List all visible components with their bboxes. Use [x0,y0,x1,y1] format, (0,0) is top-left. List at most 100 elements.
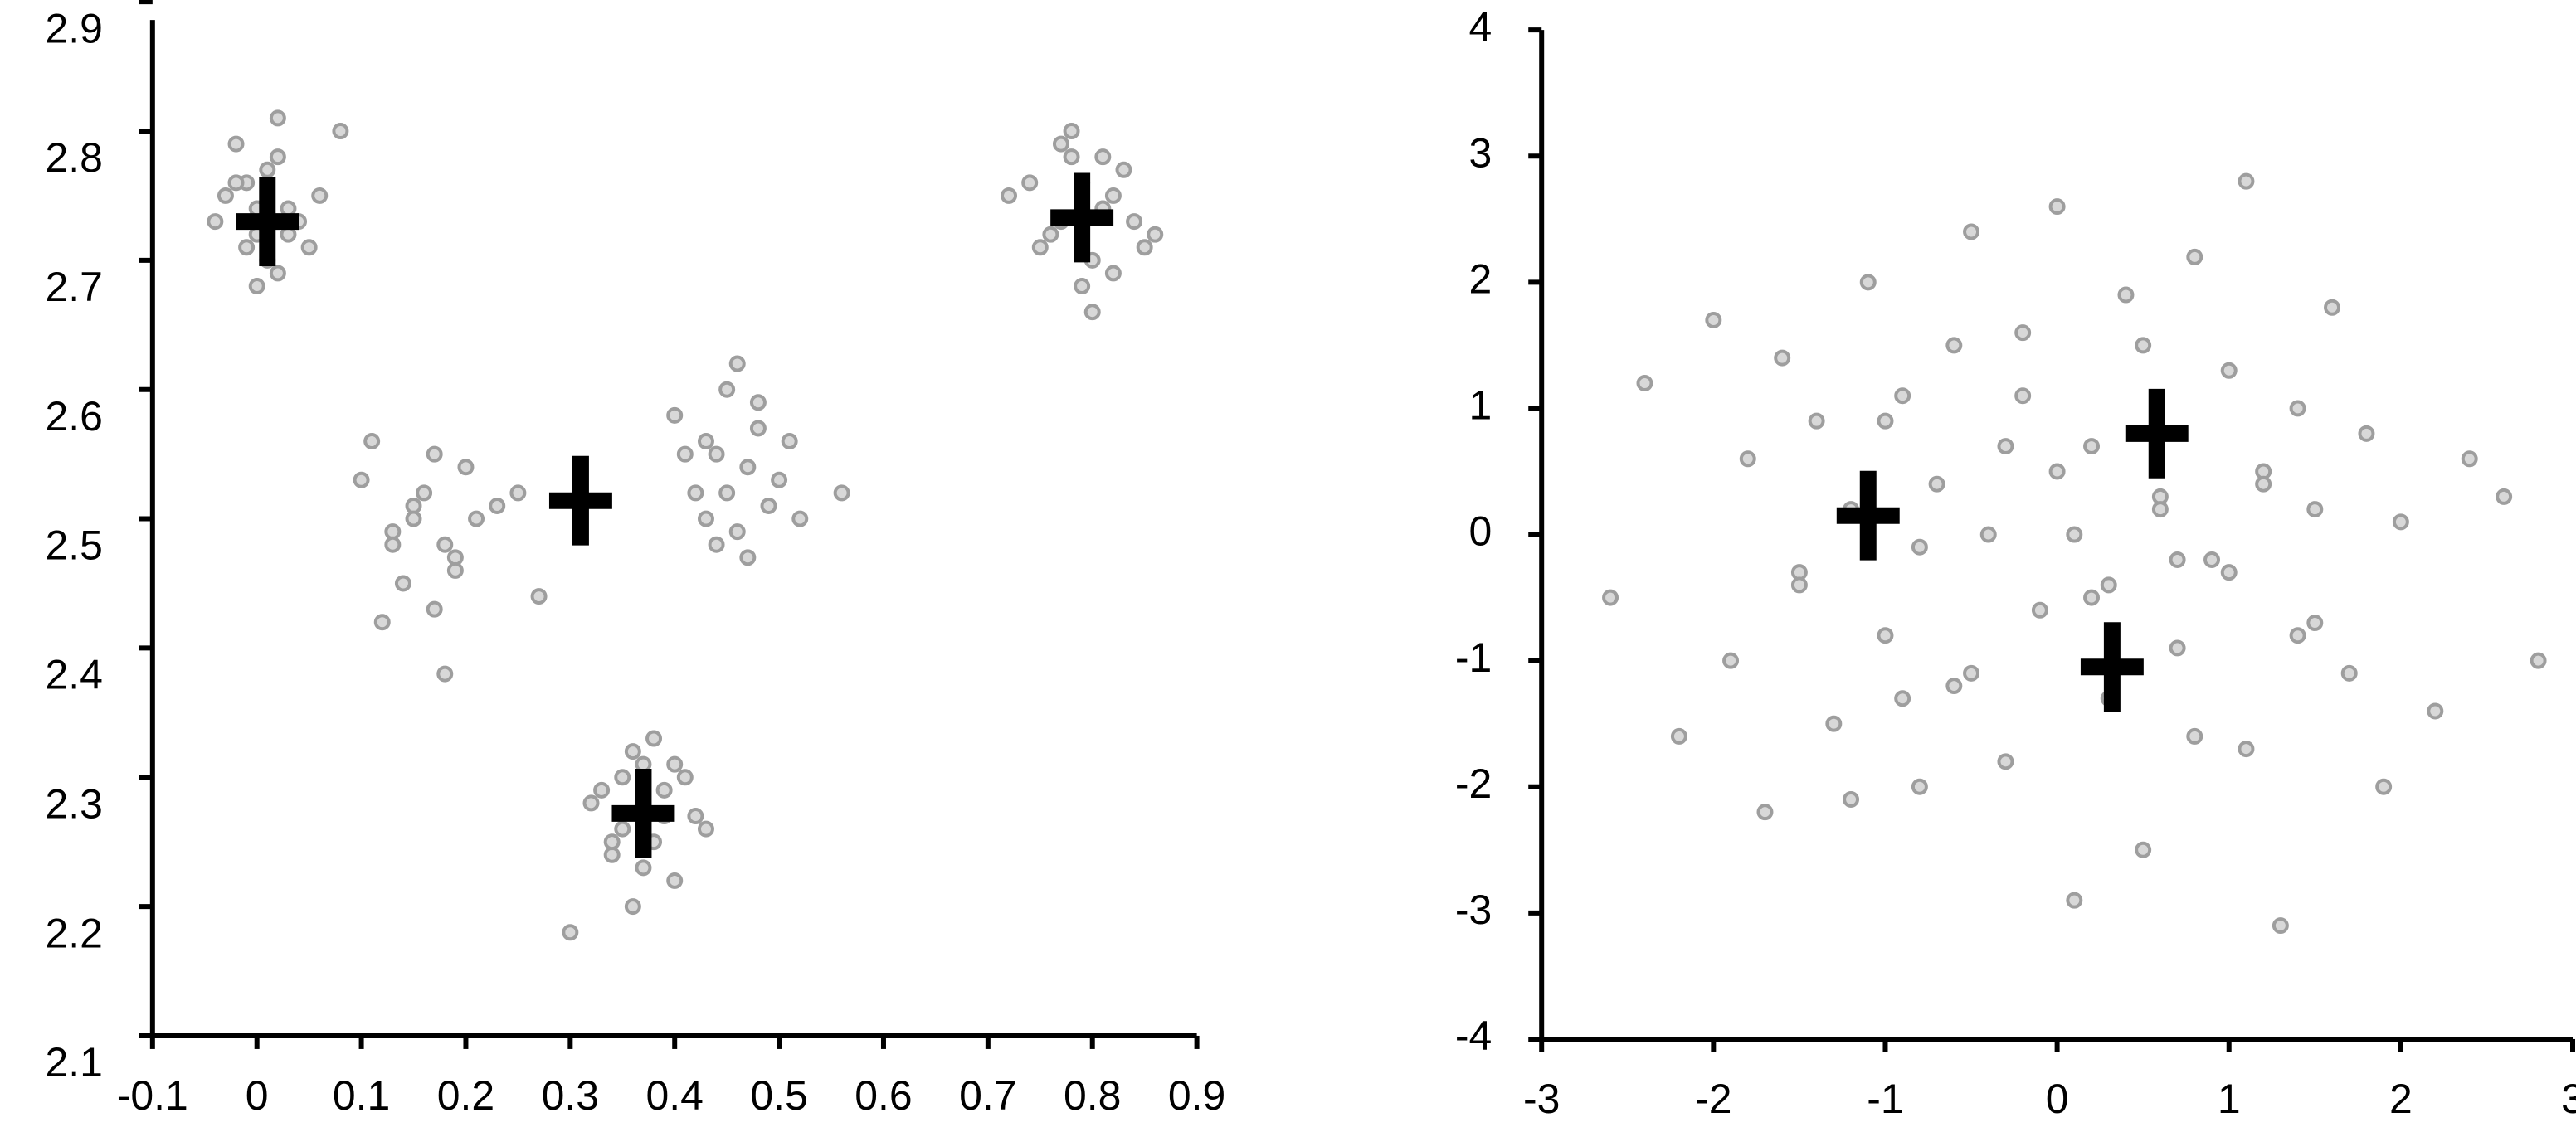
data-point [2014,387,2032,405]
data-point [227,135,245,153]
data-point [259,161,276,178]
x-tick-label: 0.8 [1064,1072,1121,1119]
data-point [593,781,611,799]
centroid-marker [236,177,299,267]
data-point [1963,664,1980,682]
data-point [2220,362,2238,379]
data-point [426,445,443,463]
y-tick-label: 0 [1468,508,1492,555]
data-point [238,239,256,256]
data-point [666,872,684,889]
data-point [2083,438,2101,455]
data-point [1115,161,1132,178]
data-point [1021,174,1039,192]
data-point [728,523,746,541]
data-point [1063,148,1080,166]
data-point [1636,375,1653,392]
data-point [332,123,349,139]
data-point [1963,223,1980,240]
data-point [248,278,265,295]
data-point [1001,187,1018,204]
data-point [676,769,694,786]
data-point [2289,400,2306,417]
data-point [2306,501,2324,518]
data-point [666,755,684,773]
data-point [217,187,234,204]
y-tick-label: 1 [1468,382,1492,429]
data-point [446,561,464,579]
data-point [2238,741,2255,758]
data-point [1790,576,1808,594]
data-point [2186,248,2203,265]
data-point [1808,412,1825,430]
data-point [373,614,391,631]
scatter-plot: -4 -3 -2 -1 0 1 2 3 4 -3 -2 -1 0 1 2 3 [1455,3,2576,1122]
data-point [2375,778,2393,795]
data-point [624,898,641,916]
data-point [666,406,684,424]
data-point [2066,526,2083,543]
data-point [1083,304,1101,321]
x-tick-label: 2 [2389,1076,2413,1122]
data-point [2066,892,2083,909]
centroid-marker [2125,388,2189,479]
data-point [655,781,673,799]
data-point [2083,589,2101,606]
data-point [1042,226,1059,243]
y-tick-label: 2.8 [45,134,102,181]
data-point [1722,652,1740,669]
data-point [833,484,850,502]
data-point [1979,526,1997,543]
centroid-marker [1050,172,1114,263]
data-point [2031,601,2048,619]
data-point [708,445,725,463]
data-point [749,394,767,411]
data-point [2324,299,2341,316]
data-point [416,484,433,502]
data-point [1825,715,1843,732]
data-point [2255,475,2272,493]
data-point [2100,576,2117,594]
data-point [1774,349,1791,367]
data-point [687,484,704,502]
data-point [1126,213,1143,231]
data-point [1602,589,1619,606]
data-point [269,148,286,166]
data-point [311,187,329,204]
x-tick-label: 0.1 [333,1072,390,1119]
data-point [1894,690,1911,707]
y-tick-label: 2.4 [45,652,102,698]
data-point [405,510,422,527]
data-point [562,924,579,941]
x-tick-label: 0.7 [959,1072,1016,1119]
data-point [2169,551,2186,568]
data-point [614,769,631,786]
y-tick-label: 2.3 [45,780,102,827]
data-point [207,213,224,231]
data-point [2048,198,2066,216]
data-point [300,239,318,256]
x-tick-label: 0.2 [437,1072,494,1119]
data-point [2238,172,2255,190]
y-tick-label: 2.5 [45,522,102,569]
data-point [1147,226,1164,243]
y-tick-label: -3 [1455,887,1492,933]
data-point [1877,627,1894,644]
data-point [728,355,746,372]
data-point [1104,265,1122,282]
data-point [2117,286,2135,304]
data-point [269,109,286,127]
data-point [457,459,475,476]
data-point [603,833,621,851]
data-point [509,484,527,502]
data-point [2530,652,2547,669]
data-point [697,510,714,527]
data-point [2203,551,2221,568]
x-tick-label: 3 [2561,1076,2576,1122]
data-point [1894,387,1911,405]
x-tick-label: -0.1 [117,1072,188,1119]
data-point [2289,627,2306,644]
x-tick-label: -3 [1523,1076,1560,1122]
data-point [1997,438,2014,455]
